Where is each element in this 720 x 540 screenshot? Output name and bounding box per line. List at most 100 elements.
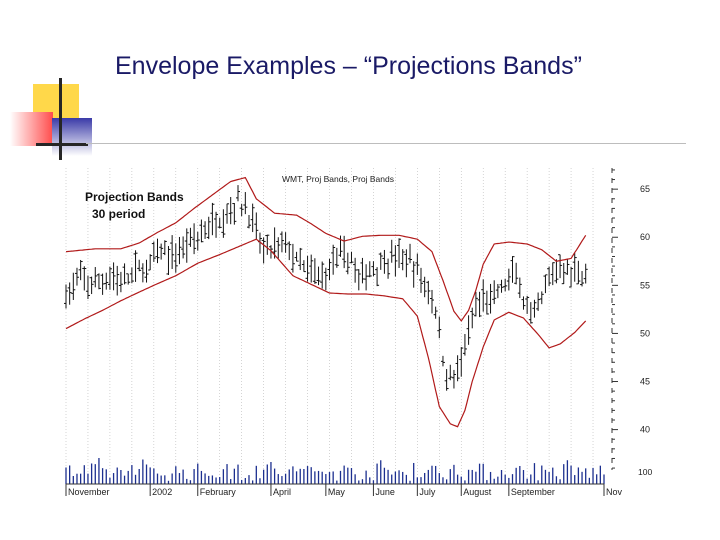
price-bar: [484, 290, 489, 315]
price-bar: [276, 237, 281, 259]
price-bar: [122, 263, 127, 285]
price-bar: [360, 257, 365, 284]
price-bar: [547, 266, 552, 287]
price-bar: [71, 272, 76, 300]
price-bar: [569, 266, 574, 288]
price-bar: [232, 202, 237, 225]
price-bar: [543, 274, 548, 294]
upper-projection-band: [65, 176, 587, 322]
title-underline: [86, 143, 686, 144]
month-label: August: [463, 487, 492, 497]
price-bar: [415, 253, 420, 275]
price-bar: [312, 258, 317, 284]
price-bar: [323, 267, 328, 291]
price-bar: [473, 291, 478, 317]
price-bar: [327, 258, 332, 281]
price-bar: [111, 262, 116, 291]
month-label: 2002: [152, 487, 172, 497]
title-decoration-horizontal-line: [36, 143, 88, 146]
price-bar: [488, 283, 493, 314]
price-bar: [393, 245, 398, 277]
price-bar: [404, 249, 409, 278]
price-bar: [265, 234, 270, 255]
price-bar: [74, 267, 79, 286]
month-label: September: [511, 487, 555, 497]
price-bar: [225, 203, 230, 224]
volume-label: 100: [638, 467, 652, 477]
price-bar: [228, 197, 233, 225]
price-bar: [382, 249, 387, 274]
price-bar: [426, 280, 431, 305]
price-bar: [565, 258, 570, 275]
price-bar: [214, 211, 219, 238]
price-bar: [448, 364, 453, 381]
price-bar: [506, 268, 511, 291]
price-bar: [148, 254, 153, 271]
price-bar: [444, 369, 449, 391]
price-bar: [334, 247, 339, 268]
price-bar: [459, 347, 464, 377]
price-bar: [437, 316, 442, 339]
price-bar: [411, 261, 416, 288]
price-bar: [129, 267, 134, 284]
price-bar: [375, 267, 380, 287]
price-bar: [290, 243, 295, 273]
price-bar: [470, 307, 475, 329]
price-bar: [400, 249, 405, 271]
price-bar: [243, 192, 248, 215]
price-bar: [192, 223, 197, 255]
price-bar: [356, 269, 361, 291]
price-bar: [261, 237, 266, 264]
title-decoration-red-bar: [10, 112, 53, 146]
price-bar: [268, 245, 273, 259]
price-bar: [93, 267, 98, 288]
title-decoration-blue-square: [52, 118, 92, 156]
chart-annotation-line-2: 30 period: [92, 207, 145, 221]
month-axis: November 2002 February April May June July Augu…: [65, 483, 623, 497]
price-bar: [367, 261, 372, 278]
price-bar: [550, 262, 555, 286]
price-bar: [166, 246, 171, 276]
price-bar: [89, 276, 94, 295]
price-bar: [331, 244, 336, 275]
price-bar: [514, 262, 519, 285]
price-bar: [525, 295, 530, 314]
price-bar: [96, 273, 101, 290]
price-tick-label: 40: [640, 425, 650, 435]
month-label: November: [68, 487, 110, 497]
price-bar: [184, 228, 189, 263]
price-bar: [429, 289, 434, 314]
price-bar: [294, 251, 299, 262]
price-bars: [64, 185, 588, 391]
price-bar: [320, 261, 325, 289]
month-label: February: [200, 487, 237, 497]
price-bar: [572, 253, 577, 282]
price-bar: [510, 256, 515, 283]
price-bar: [316, 266, 321, 286]
price-bar: [199, 219, 204, 243]
price-bar: [419, 267, 424, 293]
price-bar: [561, 262, 566, 285]
price-bar: [210, 202, 215, 236]
price-tick-label: 50: [640, 328, 650, 338]
price-tick-label: 45: [640, 377, 650, 387]
price-bar: [250, 203, 255, 233]
price-bar: [408, 243, 413, 264]
price-bar: [532, 299, 537, 318]
price-bar: [133, 250, 138, 282]
price-bar: [499, 279, 504, 293]
price-bar: [236, 185, 241, 202]
price-bar: [462, 333, 467, 356]
price-bar: [492, 280, 497, 305]
price-bar: [554, 259, 559, 284]
price-bar: [279, 231, 284, 253]
price-bar: [159, 243, 164, 260]
price-bar: [378, 252, 383, 270]
month-label: April: [273, 487, 291, 497]
price-bar: [477, 291, 482, 318]
price-tick-label: 60: [640, 232, 650, 242]
price-bar: [466, 315, 471, 345]
price-bar: [78, 259, 83, 281]
price-bar: [353, 257, 358, 283]
